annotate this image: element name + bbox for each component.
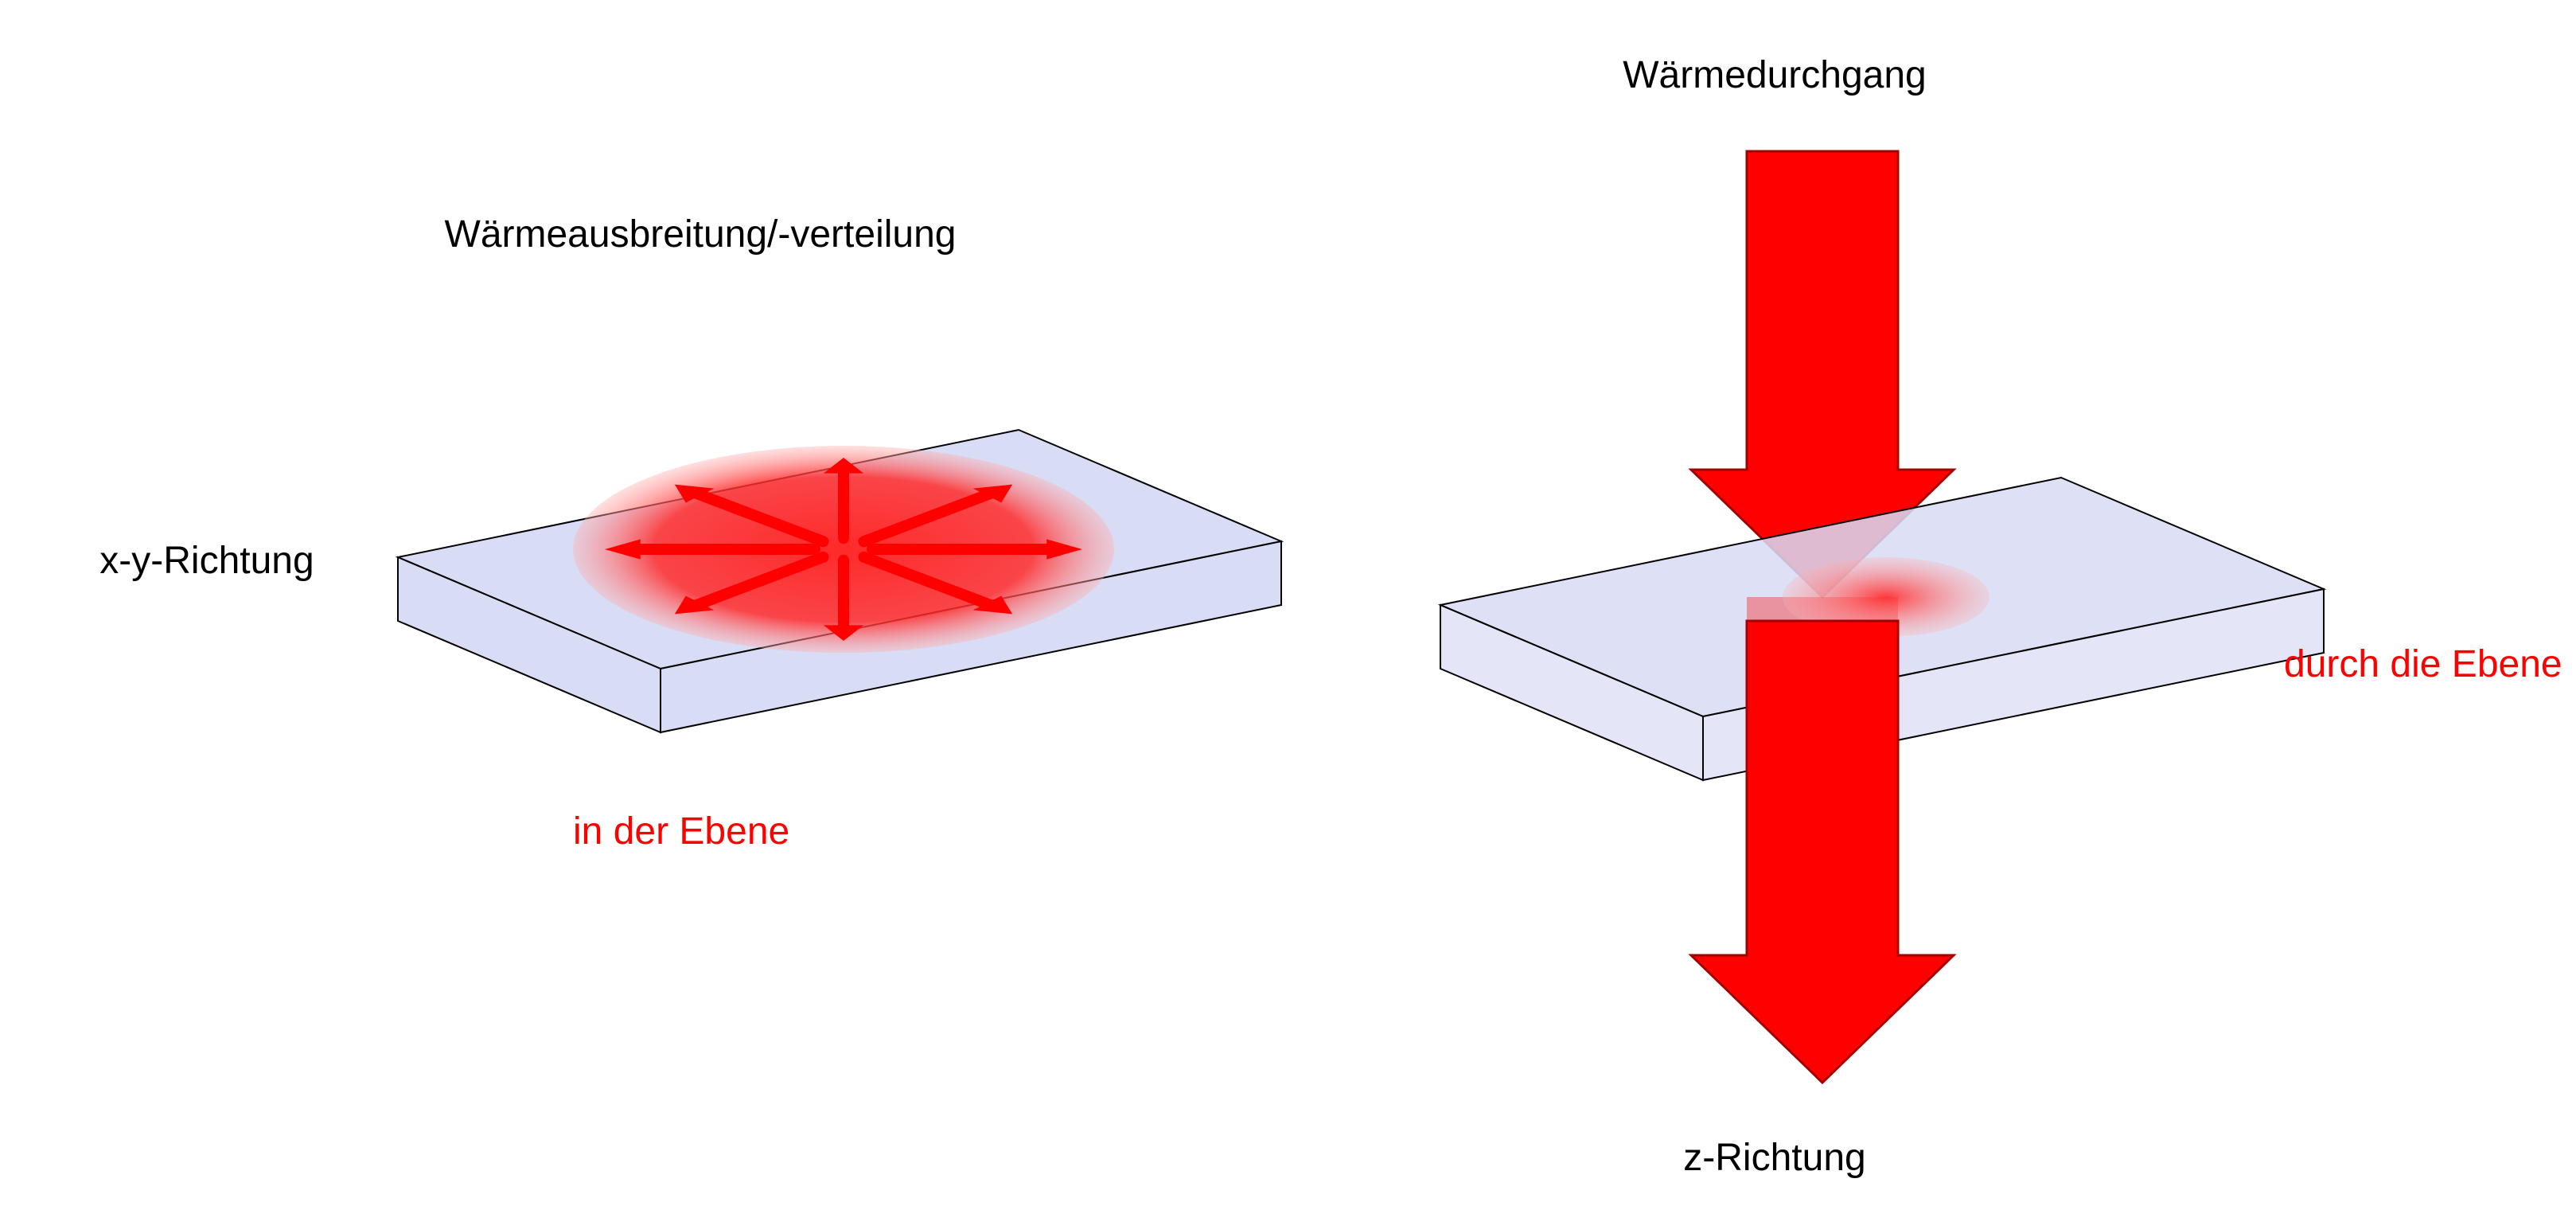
right-caption: durch die Ebene <box>2284 643 2562 685</box>
left-title: Wärmeausbreitung/-verteilung <box>445 213 957 256</box>
left-caption: in der Ebene <box>573 810 789 853</box>
right-axis-label: z-Richtung <box>1683 1137 1865 1179</box>
right-title: Wärmedurchgang <box>1623 54 1927 96</box>
left-axis-label: x-y-Richtung <box>99 540 314 582</box>
